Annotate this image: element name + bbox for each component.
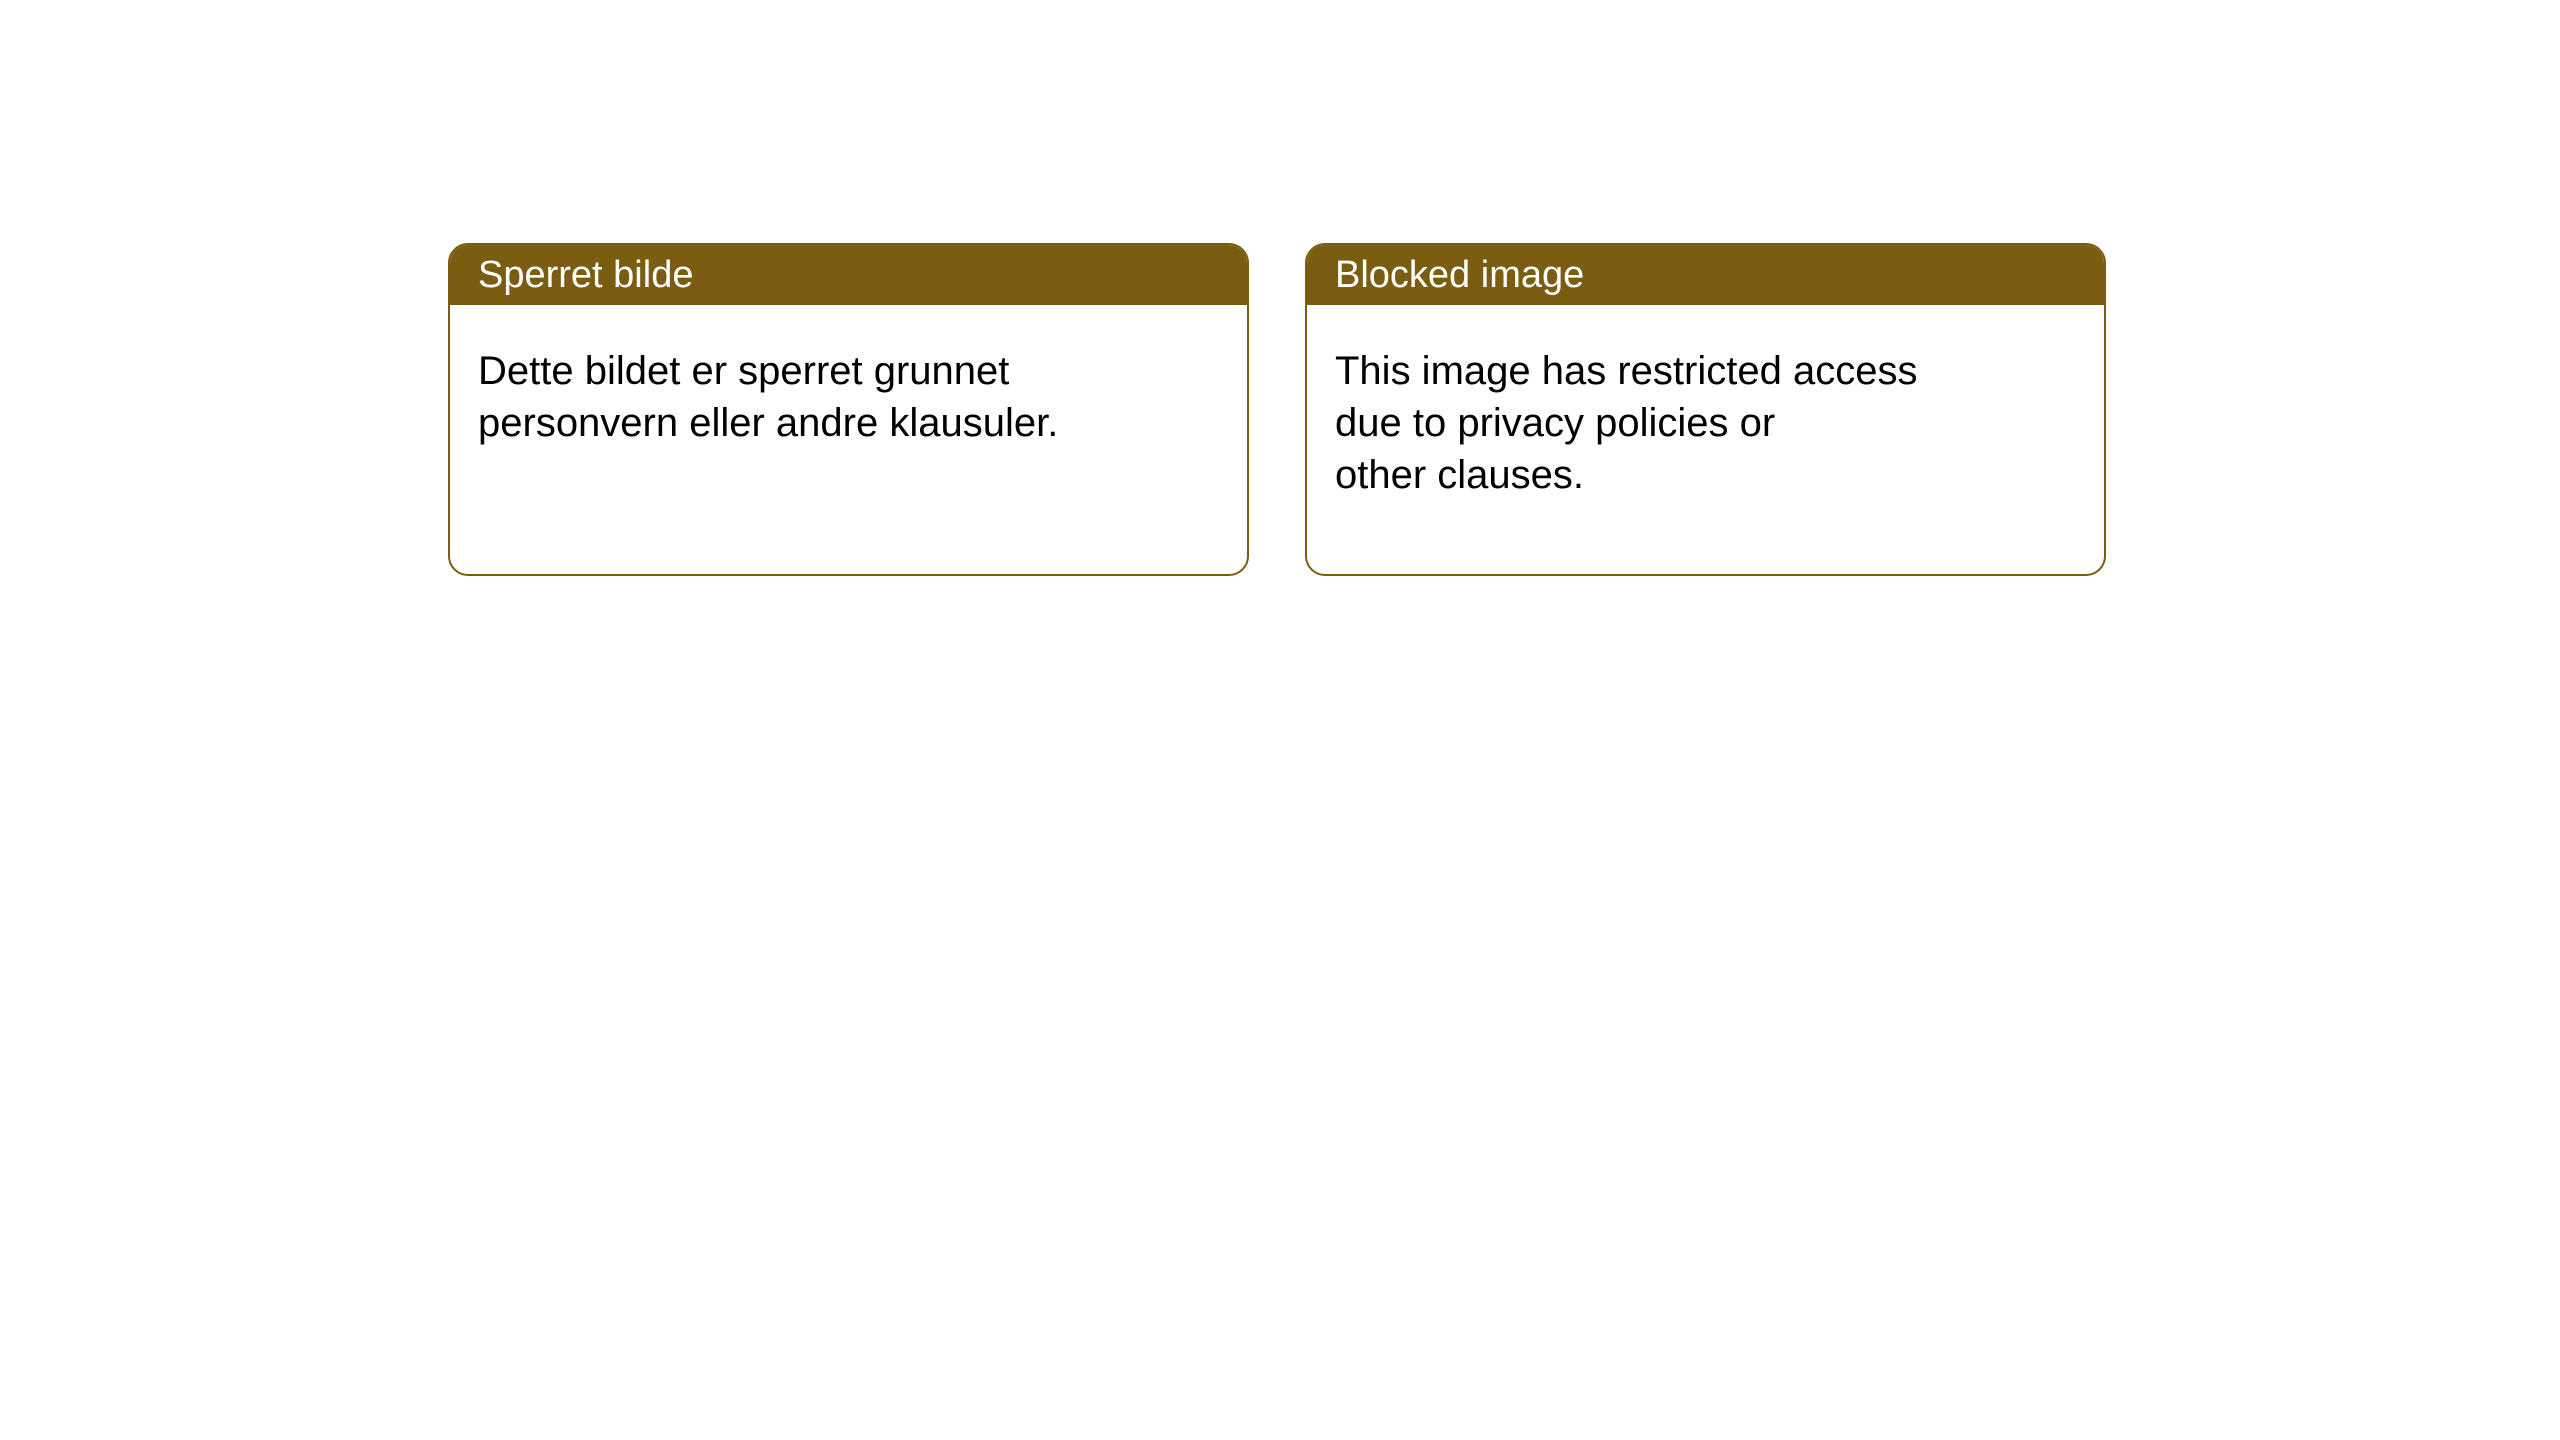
card-body-text: This image has restricted access due to … [1307, 305, 2104, 541]
notice-card-norwegian: Sperret bilde Dette bildet er sperret gr… [448, 243, 1249, 576]
notice-container: Sperret bilde Dette bildet er sperret gr… [0, 0, 2560, 576]
card-header-title: Sperret bilde [450, 245, 1247, 305]
notice-card-english: Blocked image This image has restricted … [1305, 243, 2106, 576]
card-header-title: Blocked image [1307, 245, 2104, 305]
card-body-text: Dette bildet er sperret grunnet personve… [450, 305, 1247, 489]
